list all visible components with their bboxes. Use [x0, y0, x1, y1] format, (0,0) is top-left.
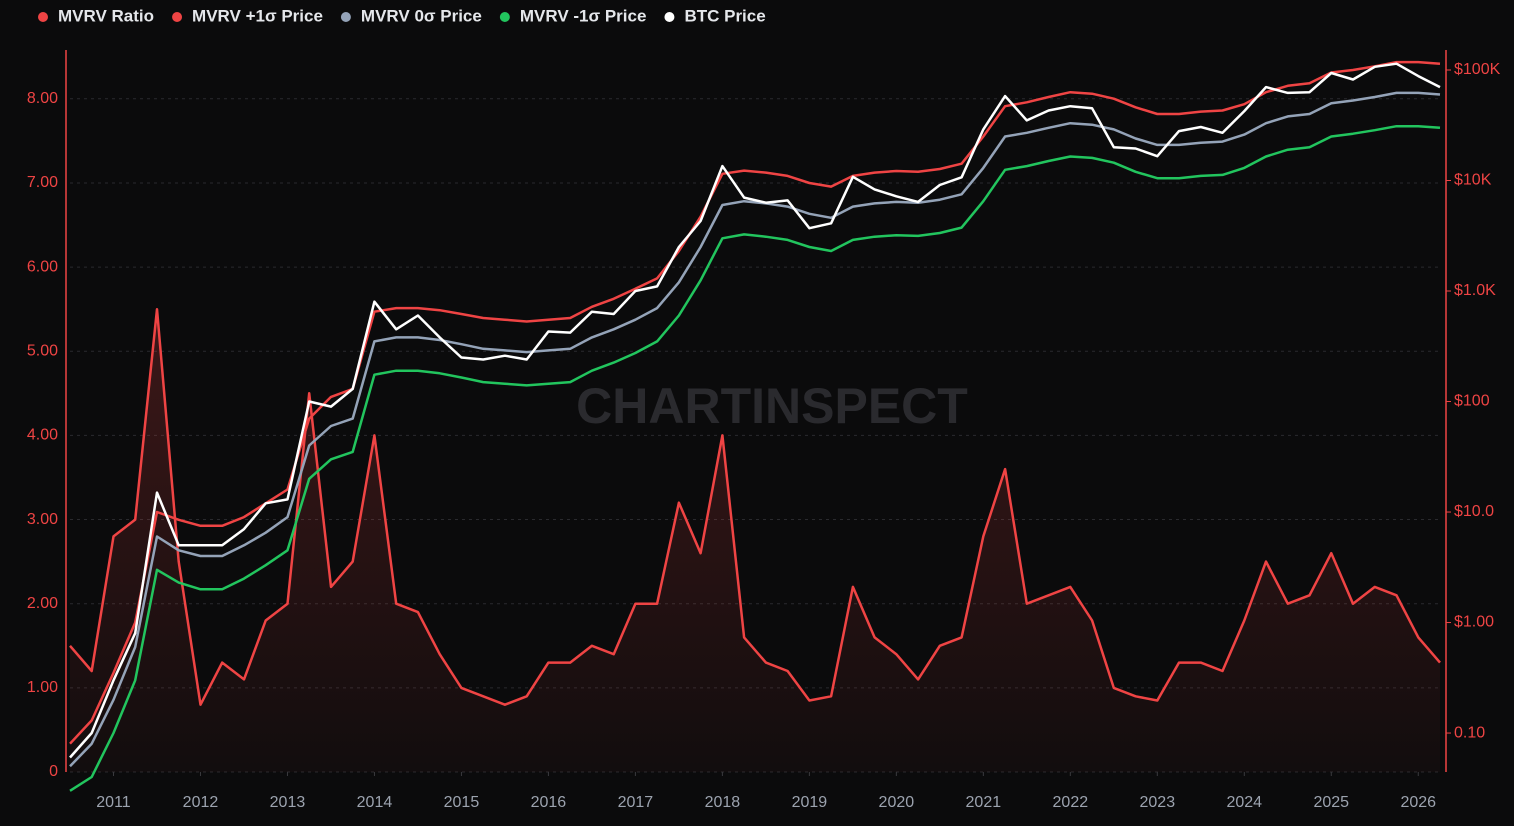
y2-tick-label: $1.0K [1454, 282, 1496, 299]
x-tick-label: 2019 [792, 794, 828, 811]
x-tick-label: 2020 [879, 794, 915, 811]
legend-label: MVRV Ratio [58, 6, 154, 25]
x-tick-label: 2017 [618, 794, 654, 811]
y2-tick-label: $100K [1454, 61, 1501, 78]
y2-tick-label: $10K [1454, 172, 1492, 189]
legend-dot [38, 12, 48, 22]
line [69, 307, 1441, 706]
x-tick-label: 2011 [96, 794, 131, 811]
legend-dot [172, 12, 183, 22]
x-tick-label: 2012 [183, 794, 219, 811]
y-tick-label: 7.00 [27, 174, 58, 191]
y-tick-label: 2.00 [27, 595, 58, 612]
watermark: CHARTINSPECT [576, 378, 968, 434]
y-tick-label: 8.00 [27, 90, 58, 107]
legend-dot [340, 12, 351, 22]
area [70, 309, 1440, 772]
y-tick-label: 4.00 [27, 427, 58, 444]
y-tick-label: 3.00 [27, 511, 58, 528]
legend-dot [499, 12, 510, 22]
line [69, 91, 1441, 768]
y2-tick-label: 0.10 [1454, 724, 1485, 741]
x-tick-label: 2026 [1400, 794, 1436, 811]
y2-tick-label: $1.00 [1454, 614, 1494, 631]
x-tick-label: 2013 [270, 794, 306, 811]
y-tick-label: 6.00 [27, 258, 58, 275]
x-tick-label: 2021 [966, 794, 1002, 811]
x-tick-label: 2018 [705, 794, 741, 811]
legend-label: MVRV +1σ Price [192, 6, 323, 25]
x-tick-label: 2022 [1053, 794, 1089, 811]
y-tick-label: 0 [49, 763, 58, 780]
legend-label: BTC Price [684, 6, 765, 25]
legend-dot [664, 12, 675, 22]
line [69, 62, 1441, 759]
x-tick-label: 2025 [1313, 794, 1349, 811]
y2-tick-label: $10.0 [1454, 503, 1494, 520]
x-tick-label: 2015 [444, 794, 480, 811]
legend-label: MVRV -1σ Price [520, 6, 647, 25]
x-tick-label: 2014 [357, 794, 393, 811]
y-tick-label: 5.00 [27, 342, 58, 359]
y2-tick-label: $100 [1454, 393, 1490, 410]
legend-label: MVRV 0σ Price [361, 6, 482, 25]
x-tick-label: 2024 [1226, 794, 1262, 811]
y-tick-label: 1.00 [27, 679, 58, 696]
x-tick-label: 2016 [531, 794, 567, 811]
x-tick-label: 2023 [1140, 794, 1176, 811]
line [69, 124, 1441, 792]
